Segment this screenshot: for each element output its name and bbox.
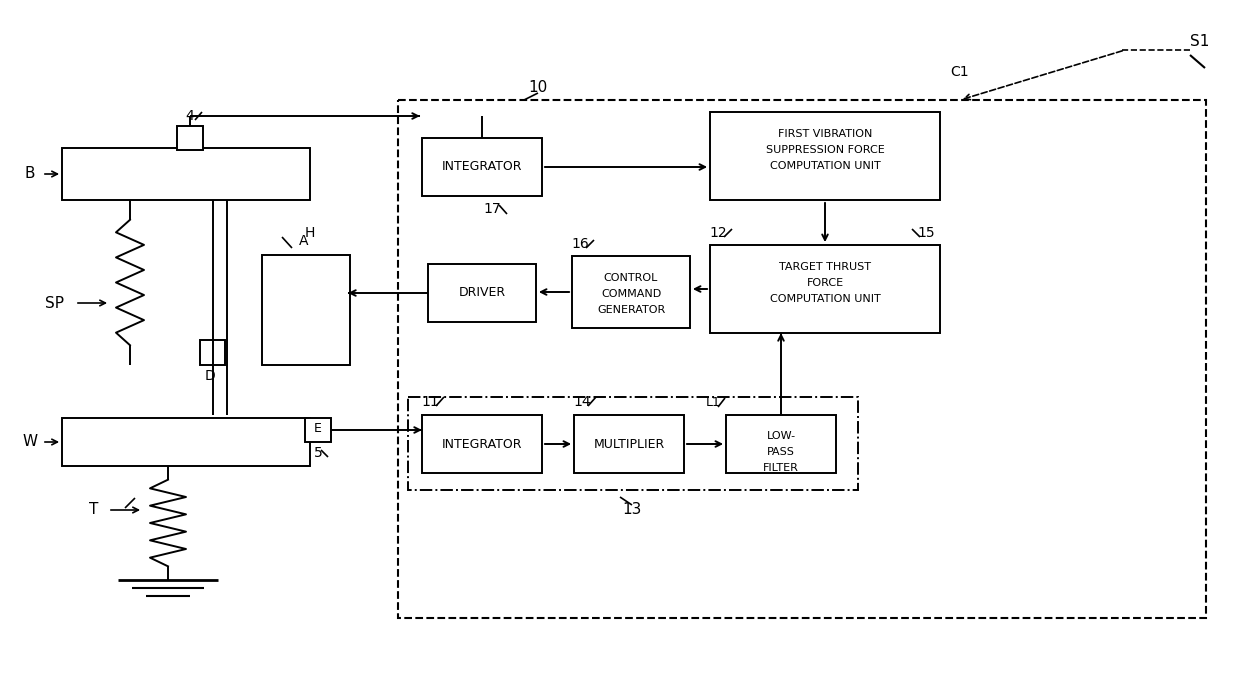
- Bar: [62, 418, 310, 466]
- Text: MULTIPLIER: MULTIPLIER: [594, 438, 665, 451]
- Bar: [62, 148, 310, 200]
- Text: A: A: [299, 234, 309, 248]
- Bar: [711, 245, 940, 333]
- Text: FILTER: FILTER: [763, 463, 799, 473]
- Text: L1: L1: [706, 397, 720, 410]
- Bar: [725, 415, 836, 473]
- Bar: [262, 255, 350, 365]
- Text: COMPUTATION UNIT: COMPUTATION UNIT: [770, 294, 880, 304]
- Text: D: D: [205, 369, 216, 383]
- Bar: [177, 126, 203, 150]
- Text: 4: 4: [186, 109, 195, 123]
- Text: 10: 10: [528, 81, 548, 96]
- Bar: [711, 112, 940, 200]
- Text: COMMAND: COMMAND: [601, 289, 661, 299]
- Text: DRIVER: DRIVER: [459, 287, 506, 300]
- Bar: [422, 415, 542, 473]
- Bar: [398, 100, 1207, 618]
- Bar: [408, 397, 858, 490]
- Text: 13: 13: [622, 503, 641, 518]
- Bar: [572, 256, 689, 328]
- Text: TARGET THRUST: TARGET THRUST: [779, 262, 870, 272]
- Text: W: W: [22, 434, 37, 449]
- Text: GENERATOR: GENERATOR: [596, 305, 665, 315]
- Text: INTEGRATOR: INTEGRATOR: [441, 438, 522, 451]
- Bar: [574, 415, 684, 473]
- Text: 12: 12: [709, 226, 727, 240]
- Text: SP: SP: [46, 295, 64, 311]
- Bar: [422, 138, 542, 196]
- Text: LOW-: LOW-: [766, 431, 796, 441]
- Text: SUPPRESSION FORCE: SUPPRESSION FORCE: [765, 145, 884, 155]
- Text: FORCE: FORCE: [806, 278, 843, 288]
- Text: CONTROL: CONTROL: [604, 273, 658, 283]
- Text: 16: 16: [572, 237, 589, 251]
- Text: E: E: [314, 421, 322, 434]
- Text: 5: 5: [314, 446, 322, 460]
- Text: B: B: [25, 166, 35, 181]
- Text: T: T: [89, 503, 99, 518]
- Text: COMPUTATION UNIT: COMPUTATION UNIT: [770, 161, 880, 171]
- Text: C1: C1: [951, 65, 970, 79]
- Text: 17: 17: [484, 202, 501, 216]
- Bar: [305, 418, 331, 442]
- Bar: [428, 264, 536, 322]
- Text: H: H: [305, 226, 315, 240]
- Text: S1: S1: [1190, 34, 1210, 49]
- Text: 15: 15: [918, 226, 935, 240]
- Text: FIRST VIBRATION: FIRST VIBRATION: [777, 129, 872, 139]
- Text: 14: 14: [573, 395, 590, 409]
- Text: PASS: PASS: [768, 447, 795, 457]
- Bar: [200, 340, 224, 365]
- Text: INTEGRATOR: INTEGRATOR: [441, 161, 522, 174]
- Text: 11: 11: [422, 395, 439, 409]
